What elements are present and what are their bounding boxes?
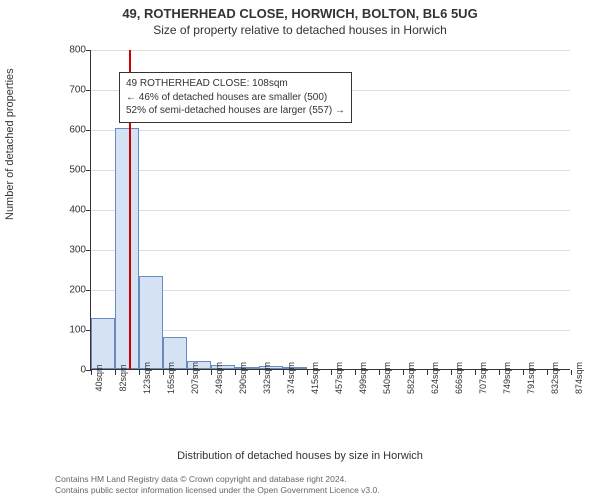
y-tick-label: 700: [56, 85, 86, 96]
annotation-line-3: 52% of semi-detached houses are larger (…: [126, 104, 345, 118]
chart-title-sub: Size of property relative to detached ho…: [0, 21, 600, 37]
x-tick-label: 582sqm: [406, 362, 416, 394]
x-tick-mark: [283, 370, 284, 375]
x-tick-label: 499sqm: [358, 362, 368, 394]
y-tick-label: 500: [56, 165, 86, 176]
x-tick-mark: [163, 370, 164, 375]
annotation-line-2: ← 46% of detached houses are smaller (50…: [126, 91, 345, 105]
x-tick-mark: [427, 370, 428, 375]
x-tick-mark: [235, 370, 236, 375]
x-tick-mark: [307, 370, 308, 375]
y-tick-mark: [86, 90, 91, 91]
x-tick-mark: [331, 370, 332, 375]
y-tick-mark: [86, 170, 91, 171]
x-tick-label: 624sqm: [430, 362, 440, 394]
annotation-line-1: 49 ROTHERHEAD CLOSE: 108sqm: [126, 77, 345, 91]
annotation-box: 49 ROTHERHEAD CLOSE: 108sqm ← 46% of det…: [119, 72, 352, 123]
x-tick-mark: [499, 370, 500, 375]
y-gridline: [91, 130, 570, 131]
y-tick-label: 100: [56, 325, 86, 336]
x-tick-label: 165sqm: [166, 362, 176, 394]
x-tick-label: 749sqm: [502, 362, 512, 394]
plot-area: 49 ROTHERHEAD CLOSE: 108sqm ← 46% of det…: [90, 50, 570, 370]
x-tick-label: 249sqm: [214, 362, 224, 394]
y-tick-label: 0: [56, 365, 86, 376]
y-gridline: [91, 170, 570, 171]
x-tick-mark: [259, 370, 260, 375]
y-tick-label: 300: [56, 245, 86, 256]
x-tick-mark: [211, 370, 212, 375]
x-tick-mark: [139, 370, 140, 375]
y-tick-mark: [86, 250, 91, 251]
attribution-line-2: Contains public sector information licen…: [55, 485, 380, 496]
attribution-line-1: Contains HM Land Registry data © Crown c…: [55, 474, 380, 485]
y-tick-mark: [86, 290, 91, 291]
x-tick-label: 40sqm: [94, 364, 104, 391]
y-gridline: [91, 210, 570, 211]
x-tick-label: 374sqm: [286, 362, 296, 394]
y-tick-label: 200: [56, 285, 86, 296]
x-tick-mark: [403, 370, 404, 375]
y-gridline: [91, 50, 570, 51]
y-tick-mark: [86, 50, 91, 51]
histogram-bar: [139, 276, 163, 369]
x-tick-label: 457sqm: [334, 362, 344, 394]
x-tick-label: 666sqm: [454, 362, 464, 394]
y-tick-mark: [86, 210, 91, 211]
x-tick-mark: [547, 370, 548, 375]
x-tick-mark: [451, 370, 452, 375]
x-tick-mark: [115, 370, 116, 375]
attribution: Contains HM Land Registry data © Crown c…: [55, 474, 380, 496]
x-tick-label: 791sqm: [526, 362, 536, 394]
x-tick-label: 874sqm: [574, 362, 584, 394]
x-tick-mark: [523, 370, 524, 375]
x-tick-label: 415sqm: [310, 362, 320, 394]
histogram-bar: [91, 318, 115, 369]
y-gridline: [91, 250, 570, 251]
x-tick-label: 832sqm: [550, 362, 560, 394]
y-tick-label: 800: [56, 45, 86, 56]
x-tick-label: 207sqm: [190, 362, 200, 394]
x-tick-mark: [379, 370, 380, 375]
x-tick-mark: [187, 370, 188, 375]
x-tick-label: 540sqm: [382, 362, 392, 394]
x-tick-mark: [91, 370, 92, 375]
y-tick-label: 600: [56, 125, 86, 136]
histogram-bar: [115, 128, 139, 369]
x-tick-mark: [571, 370, 572, 375]
x-tick-label: 123sqm: [142, 362, 152, 394]
y-tick-mark: [86, 130, 91, 131]
x-tick-mark: [355, 370, 356, 375]
x-tick-label: 290sqm: [238, 362, 248, 394]
chart-container: 49 ROTHERHEAD CLOSE: 108sqm ← 46% of det…: [55, 45, 575, 405]
x-tick-label: 332sqm: [262, 362, 272, 394]
chart-title-main: 49, ROTHERHEAD CLOSE, HORWICH, BOLTON, B…: [0, 0, 600, 21]
x-tick-label: 82sqm: [118, 364, 128, 391]
x-tick-label: 707sqm: [478, 362, 488, 394]
x-axis-label: Distribution of detached houses by size …: [0, 450, 600, 462]
y-tick-label: 400: [56, 205, 86, 216]
y-axis-label: Number of detached properties: [4, 68, 16, 220]
x-tick-mark: [475, 370, 476, 375]
